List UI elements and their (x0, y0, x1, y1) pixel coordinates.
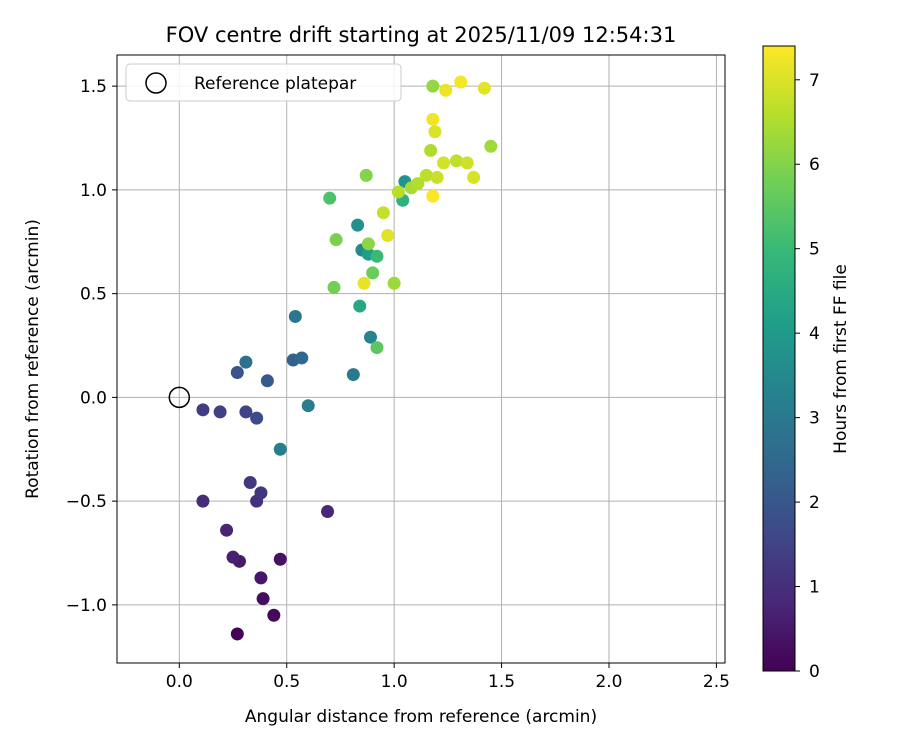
data-point (267, 608, 281, 622)
colorbar-tick-label: 7 (809, 71, 820, 91)
data-point (454, 75, 468, 89)
data-point (467, 170, 481, 184)
data-point (243, 475, 257, 489)
data-point (381, 229, 395, 243)
data-point (254, 486, 268, 500)
x-tick-label: 0.5 (273, 672, 300, 692)
x-tick-label: 1.0 (381, 672, 408, 692)
data-point (387, 276, 401, 290)
data-point (439, 83, 453, 97)
data-point (370, 249, 384, 263)
data-point (323, 191, 337, 205)
data-point (426, 189, 440, 203)
y-axis-label: Rotation from reference (arcmin) (23, 219, 43, 499)
colorbar-tick-label: 5 (809, 240, 820, 260)
y-tick-label: 0.5 (80, 285, 107, 305)
data-point (256, 592, 270, 606)
data-point (254, 571, 268, 585)
data-point (230, 365, 244, 379)
y-tick-label: 1.5 (80, 77, 107, 97)
data-point (353, 299, 367, 313)
data-point (376, 206, 390, 220)
x-tick-label: 1.5 (488, 672, 515, 692)
data-point (329, 233, 343, 247)
data-point (239, 405, 253, 419)
data-point (359, 168, 373, 182)
legend: Reference platepar (125, 63, 402, 102)
data-point (424, 143, 438, 157)
data-point (411, 177, 425, 191)
data-point (327, 280, 341, 294)
grid-lines (117, 55, 725, 663)
reference-platepar-marker (168, 386, 191, 409)
data-point (226, 550, 240, 564)
data-point (273, 552, 287, 566)
data-point (477, 81, 491, 95)
data-point (196, 494, 210, 508)
colorbar-ticks: 0 1 2 3 4 5 6 7 (795, 71, 820, 682)
colorbar-tick-label: 6 (809, 155, 820, 175)
data-point (460, 156, 474, 170)
y-tick-label: 0.0 (80, 388, 107, 408)
legend-marker-icon (145, 72, 167, 94)
legend-box (125, 63, 402, 102)
y-tick-label: 1.0 (80, 181, 107, 201)
legend-entry-reference-platepar: Reference platepar (194, 74, 356, 94)
colorbar-tick-label: 0 (809, 662, 820, 682)
data-point (346, 368, 360, 382)
data-point (321, 505, 335, 519)
x-axis-label: Angular distance from reference (arcmin) (245, 707, 597, 727)
data-point (220, 523, 234, 537)
colorbar-tick-label: 4 (809, 324, 820, 344)
chart-title: FOV centre drift starting at 2025/11/09 … (166, 23, 677, 47)
data-point (391, 185, 405, 199)
data-point (196, 403, 210, 417)
colorbar-tick-label: 1 (809, 578, 820, 598)
data-point (437, 156, 451, 170)
y-tick-label: −0.5 (66, 492, 107, 512)
data-point (428, 125, 442, 139)
data-point (357, 276, 371, 290)
plot-frame (116, 54, 726, 664)
colorbar-tick-label: 2 (809, 493, 820, 513)
y-tick-label: −1.0 (66, 596, 107, 616)
data-point (301, 399, 315, 413)
colorbar-scale (762, 45, 796, 672)
data-point (419, 168, 433, 182)
data-point (430, 170, 444, 184)
data-point (230, 627, 244, 641)
x-tick-label: 2.0 (595, 672, 622, 692)
data-point (250, 411, 264, 425)
x-tick-label: 2.5 (703, 672, 730, 692)
data-point (484, 139, 498, 153)
data-point (239, 355, 253, 369)
data-point (288, 309, 302, 323)
colorbar-tick-label: 3 (809, 409, 820, 429)
data-point (364, 330, 378, 344)
data-point (351, 218, 365, 232)
data-point (366, 266, 380, 280)
plot-area (116, 54, 726, 664)
colorbar: 0 1 2 3 4 5 6 7 Hours from first FF file (762, 45, 851, 682)
data-markers (196, 75, 498, 641)
data-point (370, 341, 384, 355)
data-point (260, 374, 274, 388)
data-point (295, 351, 309, 365)
data-point (273, 442, 287, 456)
data-point (449, 154, 463, 168)
x-tick-label: 0.0 (166, 672, 193, 692)
data-point (426, 112, 440, 126)
data-point (213, 405, 227, 419)
y-axis-ticks: −1.0 −0.5 0.0 0.5 1.0 1.5 (66, 77, 117, 616)
x-axis-ticks: 0.0 0.5 1.0 1.5 2.0 2.5 (166, 663, 730, 692)
data-point (426, 79, 440, 93)
colorbar-label: Hours from first FF file (831, 264, 851, 454)
data-point (361, 237, 375, 251)
